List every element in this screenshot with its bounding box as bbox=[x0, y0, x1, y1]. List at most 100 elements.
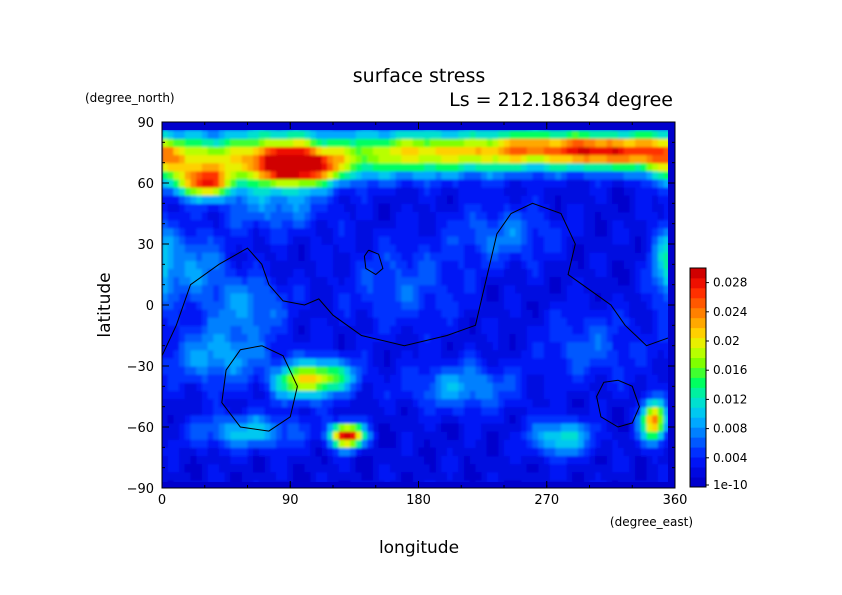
heatmap-cell bbox=[464, 390, 471, 400]
heatmap-cell bbox=[492, 439, 499, 448]
heatmap-cell bbox=[561, 317, 568, 326]
heatmap-cell bbox=[230, 414, 237, 424]
heatmap-cell bbox=[532, 260, 539, 269]
heatmap-cell bbox=[481, 211, 488, 221]
heatmap-cell bbox=[509, 349, 516, 359]
heatmap-cell bbox=[298, 203, 306, 213]
heatmap-cell bbox=[646, 170, 653, 180]
heatmap-cell bbox=[258, 471, 266, 481]
heatmap-cell bbox=[384, 479, 391, 482]
heatmap-cell bbox=[270, 211, 277, 221]
heatmap-cell bbox=[640, 260, 648, 269]
heatmap-cell bbox=[190, 162, 197, 172]
heatmap-cell bbox=[304, 162, 311, 172]
heatmap-cell bbox=[350, 390, 357, 400]
heatmap-cell bbox=[418, 471, 425, 481]
heatmap-cell bbox=[469, 195, 477, 204]
heatmap-cell bbox=[270, 178, 277, 188]
heatmap-cell bbox=[555, 374, 562, 383]
heatmap-cell bbox=[281, 260, 288, 269]
heatmap-cell bbox=[452, 390, 459, 400]
heatmap-cell bbox=[327, 138, 334, 147]
heatmap-cell bbox=[475, 227, 482, 237]
heatmap-cell bbox=[640, 341, 648, 351]
heatmap-cell bbox=[486, 284, 494, 294]
heatmap-cell bbox=[224, 398, 231, 408]
heatmap-cell bbox=[566, 479, 573, 482]
heatmap-cell bbox=[498, 406, 505, 416]
heatmap-cell bbox=[350, 333, 357, 343]
heatmap-cell bbox=[401, 211, 408, 221]
heatmap-cell bbox=[452, 203, 459, 213]
heatmap-cell bbox=[498, 219, 505, 229]
heatmap-cell bbox=[276, 138, 283, 147]
heatmap-cell bbox=[464, 357, 471, 367]
heatmap-cell bbox=[612, 235, 619, 245]
heatmap-cell bbox=[526, 463, 534, 473]
heatmap-cell bbox=[304, 455, 311, 465]
heatmap-cell bbox=[549, 268, 556, 278]
heatmap-cell bbox=[623, 138, 630, 147]
heatmap-cell bbox=[509, 447, 516, 457]
heatmap-cell bbox=[270, 414, 277, 424]
heatmap-cell bbox=[207, 260, 214, 269]
heatmap-cell bbox=[447, 130, 454, 139]
heatmap-cell bbox=[184, 317, 192, 326]
heatmap-cell bbox=[504, 203, 511, 213]
heatmap-cell bbox=[173, 260, 180, 269]
heatmap-cell bbox=[293, 170, 300, 180]
heatmap-cell bbox=[441, 178, 448, 188]
heatmap-cell bbox=[355, 292, 363, 302]
heatmap-cell bbox=[378, 235, 385, 245]
heatmap-cell bbox=[207, 382, 214, 391]
heatmap-cell bbox=[612, 130, 619, 139]
heatmap-cell bbox=[350, 203, 357, 213]
heatmap-cell bbox=[441, 187, 448, 196]
heatmap-cell bbox=[498, 455, 505, 465]
heatmap-cell bbox=[310, 268, 317, 278]
heatmap-cell bbox=[424, 447, 431, 457]
heatmap-cell bbox=[526, 252, 534, 261]
heatmap-cell bbox=[486, 203, 494, 213]
heatmap-cell bbox=[532, 170, 539, 180]
heatmap-cell bbox=[509, 325, 516, 335]
heatmap-cell bbox=[293, 431, 300, 440]
heatmap-cell bbox=[173, 268, 180, 278]
heatmap-cell bbox=[201, 455, 209, 465]
heatmap-cell bbox=[162, 463, 169, 473]
heatmap-cell bbox=[287, 463, 294, 473]
heatmap-cell bbox=[321, 341, 328, 351]
heatmap-cell bbox=[315, 479, 323, 482]
contour-coastline bbox=[162, 202, 668, 357]
heatmap-cell bbox=[635, 130, 642, 131]
heatmap-cell bbox=[606, 235, 613, 245]
heatmap-cell bbox=[640, 284, 648, 294]
heatmap-cell bbox=[241, 479, 249, 482]
heatmap-cell bbox=[224, 317, 231, 326]
heatmap-cell bbox=[207, 455, 214, 465]
heatmap-cell bbox=[258, 398, 266, 408]
heatmap-cell bbox=[361, 390, 368, 400]
heatmap-cell bbox=[498, 170, 505, 180]
heatmap-cell bbox=[618, 203, 625, 213]
heatmap-cell bbox=[555, 309, 562, 318]
heatmap-cell bbox=[201, 219, 209, 229]
heatmap-cell bbox=[401, 178, 408, 188]
heatmap-cell bbox=[606, 349, 613, 359]
heatmap-cell bbox=[657, 431, 665, 440]
heatmap-cell bbox=[418, 130, 425, 139]
heatmap-cell bbox=[606, 284, 613, 294]
heatmap-cell bbox=[424, 341, 431, 351]
heatmap-cell bbox=[241, 439, 249, 448]
heatmap-cell bbox=[241, 447, 249, 457]
heatmap-cell bbox=[561, 130, 568, 139]
heatmap-cell bbox=[635, 211, 642, 221]
heatmap-cell bbox=[538, 300, 545, 310]
heatmap-cell bbox=[418, 195, 425, 204]
heatmap-cell bbox=[481, 317, 488, 326]
heatmap-cell bbox=[304, 309, 311, 318]
heatmap-cell bbox=[640, 292, 648, 302]
heatmap-cell bbox=[424, 398, 431, 408]
heatmap-cell bbox=[640, 252, 648, 261]
heatmap-cell bbox=[270, 325, 277, 335]
